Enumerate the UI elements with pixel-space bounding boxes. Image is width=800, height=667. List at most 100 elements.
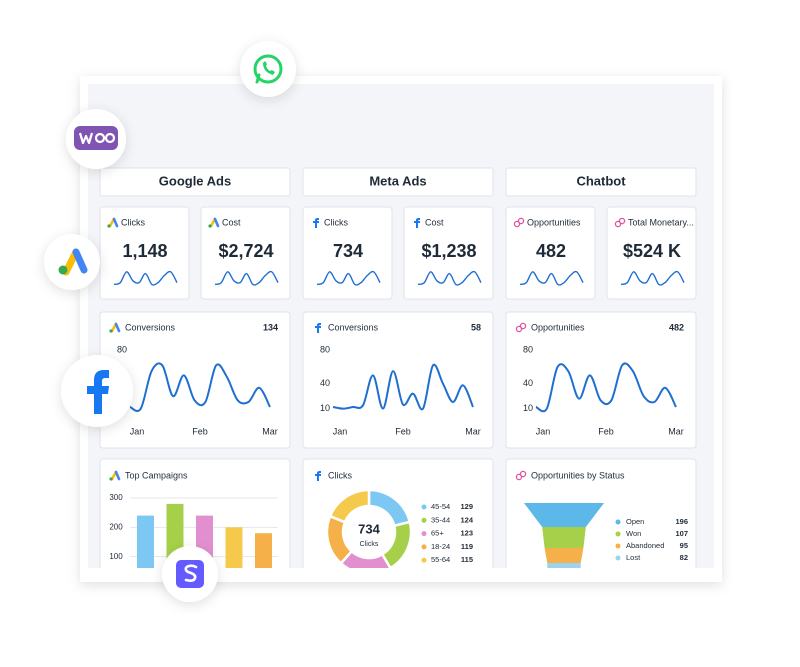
- column-title: Google Ads: [159, 173, 231, 188]
- kpi-label: Clicks: [121, 217, 145, 227]
- kpi-value: 1,148: [122, 241, 167, 261]
- dashboard: Google Ads Clicks 1,148 Cost $2,724 Conversio…: [99, 167, 697, 449]
- x-tick-label: Feb: [395, 426, 411, 436]
- woocommerce-logo: [66, 109, 126, 169]
- legend-dot: [615, 519, 621, 525]
- legend-label: 55-64: [431, 555, 450, 564]
- icon-link: [517, 217, 525, 225]
- sparkline: [214, 270, 279, 286]
- icon-google: [112, 217, 119, 228]
- y-tick-label: 10: [320, 403, 330, 413]
- icon-facebook: [315, 323, 321, 333]
- legend-value: 123: [460, 529, 473, 538]
- kpi-value: $2,724: [218, 241, 273, 261]
- legend-value: 129: [460, 502, 473, 511]
- donut-total: 734: [358, 521, 380, 536]
- kpi-label: Cost: [222, 217, 241, 227]
- legend-dot: [615, 543, 621, 549]
- legend-value: 115: [461, 555, 473, 564]
- column-title: Meta Ads: [369, 173, 426, 188]
- icon-google: [109, 477, 113, 481]
- x-tick-label: Jan: [130, 426, 145, 436]
- column-title: Chatbot: [576, 173, 626, 188]
- icon-link: [515, 325, 523, 333]
- trend-total: 482: [669, 322, 684, 332]
- sparkline: [113, 270, 178, 286]
- facebook-logo: [61, 355, 133, 427]
- panel-title: Top Campaigns: [125, 470, 188, 480]
- legend-value: 107: [675, 529, 688, 538]
- sparkline: [519, 270, 584, 286]
- donut-segment: [380, 520, 413, 568]
- icon-link: [614, 220, 622, 228]
- icon-link: [515, 473, 523, 481]
- legend-value: 119: [461, 542, 473, 551]
- panel-title: Opportunities by Status: [531, 470, 625, 480]
- trend-line: [129, 362, 271, 412]
- donut-segment: [328, 488, 371, 524]
- legend-label: Lost: [626, 553, 641, 562]
- icon-google: [208, 224, 212, 228]
- panel-title: Clicks: [328, 470, 352, 480]
- kpi-label: Clicks: [324, 217, 348, 227]
- icon-link: [519, 322, 527, 330]
- trend-label: Opportunities: [531, 322, 585, 332]
- trend-card: [302, 311, 494, 449]
- legend-label: 35-44: [431, 515, 450, 524]
- kpi-value: $1,238: [421, 241, 476, 261]
- legend-value: 95: [680, 541, 688, 550]
- kpi-label: Total Monetary...: [628, 217, 694, 227]
- trend-label: Conversions: [328, 322, 379, 332]
- kpi-value: $524 K: [623, 241, 681, 261]
- icon-facebook: [313, 218, 319, 228]
- funnel-stage: [547, 563, 581, 568]
- legend-label: 18-24: [431, 542, 450, 551]
- icon-link: [519, 470, 527, 478]
- legend-dot: [421, 517, 427, 523]
- y-tick-label: 100: [109, 552, 123, 561]
- bar: [225, 527, 243, 568]
- icon-google: [114, 322, 121, 333]
- trend-total: 134: [263, 322, 278, 332]
- kpi-label: Cost: [425, 217, 444, 227]
- x-tick-label: Feb: [598, 426, 614, 436]
- icon-google: [109, 329, 113, 333]
- funnel-stage: [524, 503, 604, 527]
- y-tick-label: 80: [523, 345, 533, 355]
- kpi-card: [403, 206, 494, 300]
- legend-dot: [421, 504, 427, 510]
- legend-value: 124: [460, 515, 473, 524]
- legend-label: Abandoned: [626, 541, 664, 550]
- kpi-card: [505, 206, 596, 300]
- legend-dot: [421, 557, 427, 563]
- column-header: [505, 167, 697, 197]
- kpi-value: 734: [333, 241, 363, 261]
- x-tick-label: Mar: [668, 426, 684, 436]
- trend-label: Conversions: [125, 322, 176, 332]
- bar: [255, 533, 272, 568]
- icon-link: [618, 217, 626, 225]
- icon-google: [213, 217, 220, 228]
- legend-dot: [615, 555, 621, 561]
- x-tick-label: Jan: [536, 426, 551, 436]
- kpi-card: [606, 206, 697, 300]
- icon-google: [114, 470, 121, 481]
- bar: [137, 515, 154, 568]
- icon-facebook: [414, 218, 420, 228]
- y-tick-label: 200: [109, 522, 123, 531]
- sparkline: [417, 270, 482, 286]
- kpi-card: [302, 206, 393, 300]
- donut-total-label: Clicks: [360, 541, 379, 548]
- legend-dot: [421, 531, 427, 537]
- funnel-stage: [542, 527, 586, 548]
- x-tick-label: Mar: [465, 426, 481, 436]
- kpi-card: [99, 206, 190, 300]
- google-ads-logo: [44, 234, 100, 290]
- y-tick-label: 80: [320, 345, 330, 355]
- kpi-value: 482: [536, 241, 566, 261]
- trend-line: [535, 362, 677, 413]
- x-tick-label: Mar: [262, 426, 278, 436]
- trend-line: [332, 363, 474, 411]
- legend-label: 65+: [431, 529, 444, 538]
